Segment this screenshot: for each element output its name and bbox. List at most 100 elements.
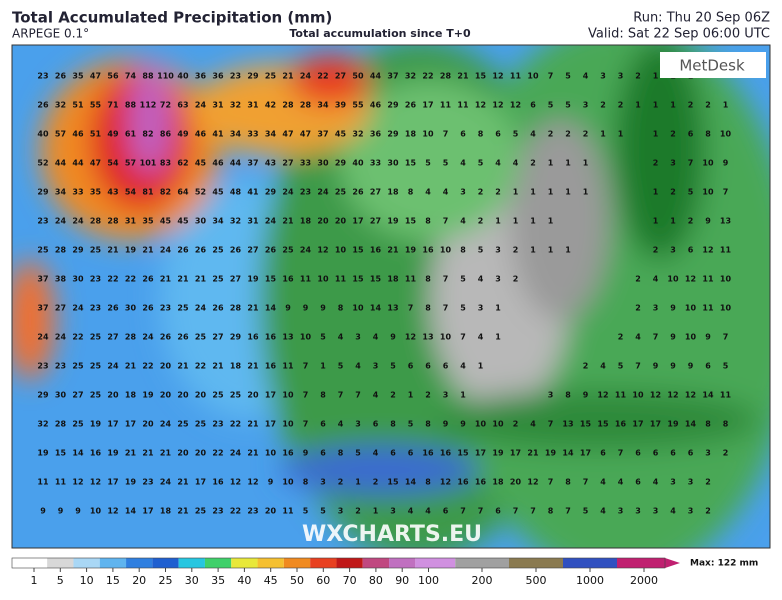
grid-value: 19	[247, 275, 259, 284]
grid-value: 3	[653, 507, 659, 516]
colorbar-label: 500	[526, 574, 547, 587]
grid-value: 46	[72, 130, 84, 139]
grid-value: 36	[370, 130, 382, 139]
grid-value: 16	[422, 246, 434, 255]
colorbar-label: 60	[316, 574, 330, 587]
colorbar-label: 1000	[576, 574, 604, 587]
colorbar: 1 5 10 15 20 25 30 35 40 45 50 60 70 80 90 100 200 500 100…	[11, 557, 680, 587]
logo: MetDesk	[679, 57, 745, 75]
grid-value: 17	[422, 101, 433, 110]
grid-value: 6	[688, 246, 694, 255]
grid-value: 32	[230, 101, 241, 110]
grid-value: 17	[125, 420, 136, 429]
grid-value: 8	[723, 420, 729, 429]
colorbar-label: 100	[418, 574, 439, 587]
grid-value: 10	[702, 188, 714, 197]
grid-value: 28	[55, 420, 67, 429]
grid-value: 25	[90, 333, 102, 342]
colorbar-label: 25	[159, 574, 173, 587]
grid-value: 2	[338, 478, 344, 487]
grid-value: 16	[282, 275, 294, 284]
grid-value: 11	[335, 275, 347, 284]
grid-value: 3	[443, 391, 449, 400]
grid-value: 12	[650, 391, 661, 400]
grid-value: 26	[405, 101, 417, 110]
grid-value: 10	[300, 333, 312, 342]
grid-value: 6	[425, 362, 431, 371]
grid-value: 47	[300, 130, 311, 139]
grid-value: 30	[55, 391, 67, 400]
grid-value: 18	[492, 478, 504, 487]
grid-value: 81	[142, 188, 154, 197]
grid-value: 6	[495, 507, 501, 516]
grid-value: 32	[55, 101, 66, 110]
grid-value: 3	[600, 72, 606, 81]
grid-value: 7	[443, 304, 449, 313]
grid-value: 9	[460, 420, 466, 429]
grid-value: 1	[670, 101, 676, 110]
grid-value: 26	[160, 333, 172, 342]
grid-value: 11	[37, 478, 49, 487]
grid-value: 28	[282, 101, 294, 110]
grid-value: 20	[317, 217, 329, 226]
grid-value: 7	[303, 362, 309, 371]
grid-value: 4	[513, 159, 519, 168]
grid-value: 12	[527, 478, 538, 487]
grid-value: 112	[140, 101, 157, 110]
grid-value: 2	[548, 130, 554, 139]
colorbar-label: 90	[395, 574, 409, 587]
grid-value: 10	[720, 130, 732, 139]
grid-value: 4	[600, 478, 606, 487]
grid-value: 5	[723, 362, 729, 371]
grid-value: 10	[685, 304, 697, 313]
grid-value: 2	[495, 188, 501, 197]
grid-value: 46	[195, 130, 207, 139]
grid-value: 19	[107, 449, 119, 458]
grid-value: 8	[548, 507, 554, 516]
grid-value: 27	[55, 304, 66, 313]
grid-value: 2	[688, 217, 694, 226]
grid-value: 15	[265, 275, 277, 284]
grid-value: 26	[177, 246, 189, 255]
grid-value: 4	[373, 449, 379, 458]
grid-value: 9	[320, 304, 326, 313]
grid-value: 16	[282, 449, 294, 458]
colorbar-swatch	[389, 558, 416, 568]
grid-value: 19	[142, 391, 154, 400]
grid-value: 42	[265, 101, 276, 110]
grid-value: 1	[460, 391, 466, 400]
grid-value: 88	[125, 101, 137, 110]
grid-value: 7	[565, 507, 571, 516]
grid-value: 27	[230, 275, 241, 284]
grid-value: 17	[265, 420, 276, 429]
grid-value: 19	[125, 478, 137, 487]
grid-value: 11	[440, 101, 452, 110]
grid-value: 43	[107, 188, 118, 197]
grid-value: 12	[405, 333, 416, 342]
grid-value: 1	[670, 217, 676, 226]
grid-value: 2	[635, 304, 641, 313]
grid-value: 18	[300, 217, 312, 226]
grid-value: 56	[107, 72, 119, 81]
grid-value: 26	[230, 246, 242, 255]
colorbar-swatch	[257, 558, 284, 568]
grid-value: 10	[440, 246, 452, 255]
grid-value: 4	[583, 72, 589, 81]
grid-value: 3	[338, 507, 344, 516]
colorbar-label: 15	[106, 574, 120, 587]
grid-value: 5	[320, 507, 326, 516]
grid-value: 86	[160, 130, 172, 139]
grid-value: 51	[72, 101, 84, 110]
grid-value: 25	[90, 246, 102, 255]
grid-value: 29	[230, 333, 242, 342]
grid-value: 1	[653, 188, 659, 197]
grid-value: 19	[125, 246, 137, 255]
grid-value: 6	[443, 507, 449, 516]
grid-value: 5	[583, 507, 589, 516]
grid-value: 9	[303, 304, 309, 313]
grid-value: 9	[653, 362, 659, 371]
grid-value: 34	[317, 101, 329, 110]
grid-value: 4	[530, 130, 536, 139]
grid-value: 5	[303, 507, 309, 516]
grid-value: 9	[670, 304, 676, 313]
